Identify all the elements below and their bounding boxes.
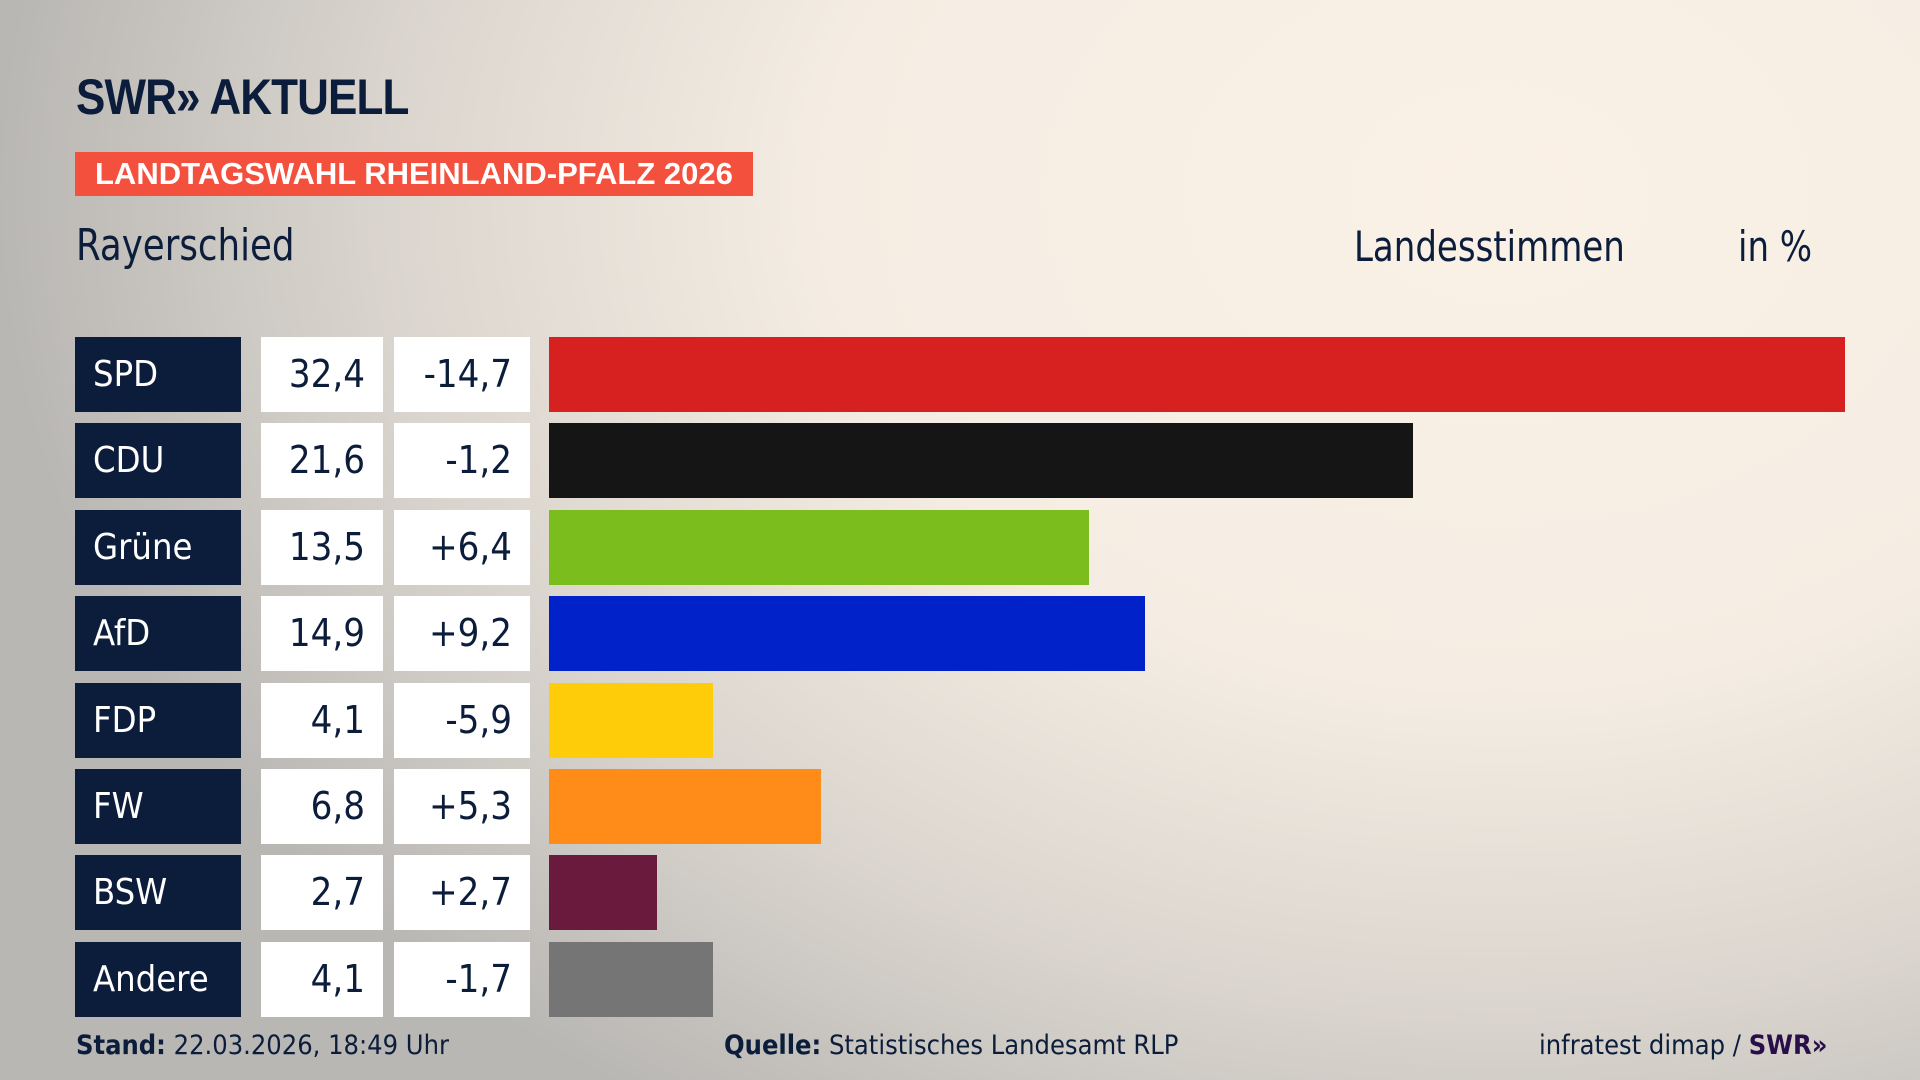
value-label: 32,4 [261, 337, 383, 412]
value-label: 13,5 [261, 509, 383, 585]
diff-label: -1,7 [394, 941, 530, 1017]
bar [549, 509, 1089, 585]
party-label: CDU [75, 423, 241, 499]
diff-label: +9,2 [394, 596, 530, 672]
region-title: Rayerschied [76, 220, 295, 271]
credit-text: infratest dimap / [1539, 1030, 1741, 1061]
bar [549, 769, 821, 844]
metric-label: Landesstimmen [1354, 222, 1625, 271]
diff-label: -5,9 [394, 682, 530, 758]
party-label: FW [75, 769, 241, 844]
bar [549, 596, 1145, 672]
chart-row: AfD 14,9 +9,2 [75, 596, 1875, 672]
source-label: Quelle: [724, 1030, 822, 1061]
stand-label: Stand: [76, 1030, 166, 1061]
timestamp: Stand: 22.03.2026, 18:49 Uhr [76, 1030, 449, 1061]
value-label: 4,1 [261, 941, 383, 1017]
party-label: Grüne [75, 509, 241, 585]
swr-logo-small: SWR» [1748, 1030, 1828, 1061]
chart-row: BSW 2,7 +2,7 [75, 855, 1875, 931]
credit: infratest dimap / SWR» [1539, 1030, 1827, 1061]
diff-label: +6,4 [394, 509, 530, 585]
value-label: 4,1 [261, 682, 383, 758]
bar [549, 682, 713, 758]
bar [549, 941, 713, 1017]
source: Quelle: Statistisches Landesamt RLP [724, 1030, 1178, 1061]
chart-row: FDP 4,1 -5,9 [75, 682, 1875, 758]
party-label: FDP [75, 682, 241, 758]
bar [549, 855, 657, 931]
party-label: Andere [75, 941, 241, 1017]
value-label: 21,6 [261, 423, 383, 499]
bar [549, 423, 1413, 499]
value-label: 14,9 [261, 596, 383, 672]
bar [549, 337, 1845, 412]
party-label: AfD [75, 596, 241, 672]
diff-label: -1,2 [394, 423, 530, 499]
chart-row: SPD 32,4 -14,7 [75, 337, 1875, 412]
party-label: BSW [75, 855, 241, 931]
chart-row: CDU 21,6 -1,2 [75, 423, 1875, 499]
unit-label: in % [1738, 222, 1813, 271]
election-banner: LANDTAGSWAHL RHEINLAND-PFALZ 2026 [75, 152, 753, 196]
value-label: 6,8 [261, 769, 383, 844]
chart-row: Grüne 13,5 +6,4 [75, 509, 1875, 585]
stand-value: 22.03.2026, 18:49 Uhr [173, 1030, 449, 1061]
diff-label: +2,7 [394, 855, 530, 931]
party-label: SPD [75, 337, 241, 412]
diff-label: -14,7 [394, 337, 530, 412]
value-label: 2,7 [261, 855, 383, 931]
chart-row: FW 6,8 +5,3 [75, 769, 1875, 844]
chart-row: Andere 4,1 -1,7 [75, 941, 1875, 1017]
diff-label: +5,3 [394, 769, 530, 844]
swr-aktuell-logo: SWR» AKTUELL [76, 69, 409, 125]
source-value: Statistisches Landesamt RLP [828, 1030, 1179, 1061]
